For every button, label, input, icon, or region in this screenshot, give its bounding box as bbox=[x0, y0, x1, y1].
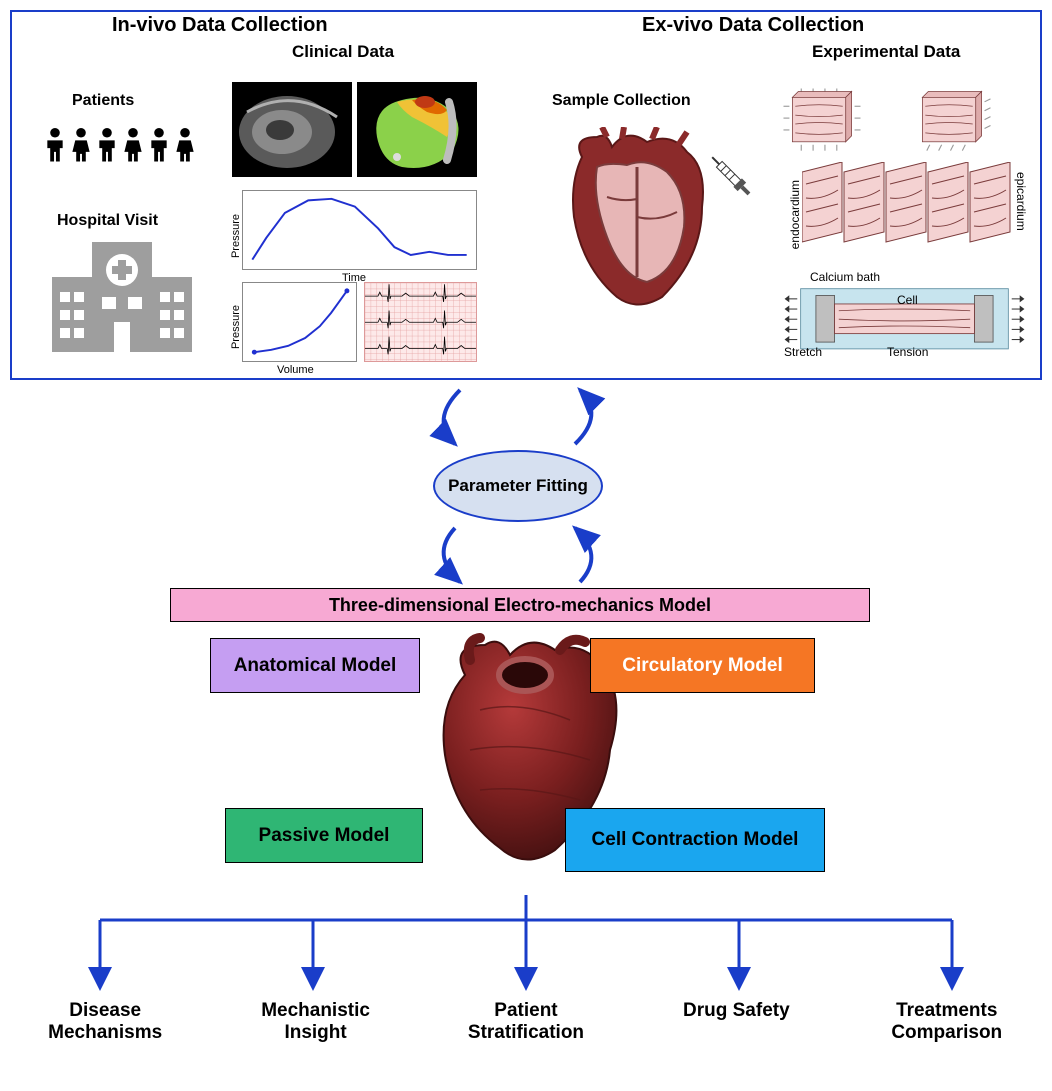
heart-3d-render bbox=[357, 82, 477, 177]
sample-collection-label: Sample Collection bbox=[552, 92, 691, 110]
exvivo-title: Ex-vivo Data Collection bbox=[642, 14, 864, 37]
ecg-trace bbox=[364, 282, 477, 362]
syringe-icon bbox=[702, 147, 762, 207]
circulatory-model-label: Circulatory Model bbox=[622, 655, 782, 677]
outcome-0: Disease Mechanisms bbox=[20, 1000, 190, 1044]
tissue-layer-stack bbox=[802, 162, 1012, 252]
tension-label: Tension bbox=[887, 345, 928, 359]
epicardium-label: epicardium bbox=[1014, 172, 1028, 231]
cell-stretch-rig: Cell Stretch Tension bbox=[782, 287, 1027, 362]
invivo-title: In-vivo Data Collection bbox=[112, 14, 328, 37]
pv-x-axis: Volume bbox=[277, 364, 314, 376]
pressure-time-plot bbox=[242, 190, 477, 270]
hospital-icon bbox=[52, 242, 192, 352]
pressure-volume-plot bbox=[242, 282, 357, 362]
pt-y-axis: Pressure bbox=[230, 214, 242, 258]
experimental-data-label: Experimental Data bbox=[812, 42, 960, 62]
mri-image bbox=[232, 82, 352, 177]
cell-label: Cell bbox=[897, 293, 918, 307]
parameter-fitting-node: Parameter Fitting bbox=[433, 450, 603, 522]
outcome-3: Drug Safety bbox=[651, 1000, 821, 1044]
outcome-1: Mechanistic Insight bbox=[231, 1000, 401, 1044]
outcome-2: Patient Stratification bbox=[441, 1000, 611, 1044]
outcome-tree bbox=[40, 895, 1012, 1005]
biaxial-tissue-1 bbox=[782, 87, 862, 147]
data-collection-panel: In-vivo Data Collection Ex-vivo Data Col… bbox=[10, 10, 1042, 380]
outcome-4: Treatments Comparison bbox=[862, 1000, 1032, 1044]
pv-y-axis: Pressure bbox=[230, 305, 242, 349]
clinical-data-label: Clinical Data bbox=[292, 42, 394, 62]
patients-icon bbox=[42, 127, 198, 173]
em-model-title-text: Three-dimensional Electro-mechanics Mode… bbox=[329, 595, 711, 616]
endocardium-label: endocardium bbox=[788, 180, 802, 249]
cell-contraction-model-label: Cell Contraction Model bbox=[592, 830, 799, 851]
anatomical-model-label: Anatomical Model bbox=[234, 655, 397, 677]
heart-anatomy-icon bbox=[552, 127, 722, 312]
cell-contraction-model-box: Cell Contraction Model bbox=[565, 808, 825, 872]
calcium-bath-label: Calcium bath bbox=[810, 270, 880, 284]
anatomical-model-box: Anatomical Model bbox=[210, 638, 420, 693]
hospital-visit-label: Hospital Visit bbox=[57, 212, 158, 230]
em-model-title: Three-dimensional Electro-mechanics Mode… bbox=[170, 588, 870, 622]
parameter-fitting-label: Parameter Fitting bbox=[448, 476, 588, 496]
patients-label: Patients bbox=[72, 92, 134, 110]
stretch-label: Stretch bbox=[784, 345, 822, 359]
circulatory-model-box: Circulatory Model bbox=[590, 638, 815, 693]
passive-model-label: Passive Model bbox=[259, 825, 390, 847]
biaxial-tissue-2 bbox=[912, 87, 992, 147]
outcome-labels: Disease Mechanisms Mechanistic Insight P… bbox=[0, 1000, 1052, 1044]
passive-model-box: Passive Model bbox=[225, 808, 423, 863]
